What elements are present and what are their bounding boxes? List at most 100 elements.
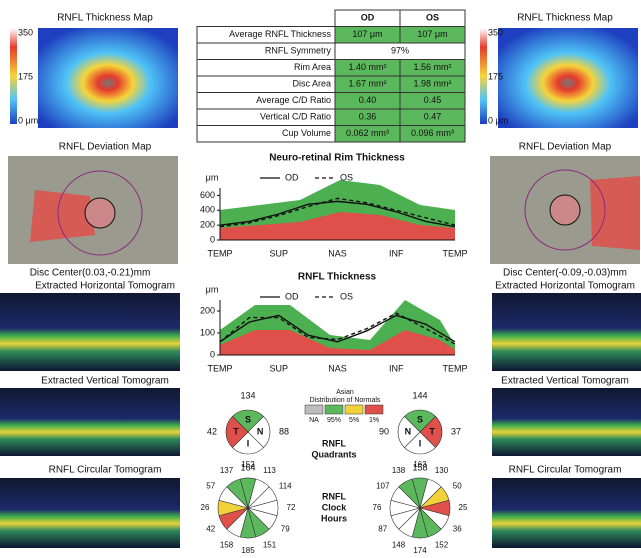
y-tick-label: 200 — [200, 305, 215, 315]
row-label: Disc Area — [292, 79, 331, 89]
thickness-map — [498, 28, 638, 128]
y-tick-label: 400 — [200, 205, 215, 215]
cell-value: 0.47 — [424, 112, 442, 122]
sector-value: 36 — [453, 525, 462, 534]
row-label: RNFL Symmetry — [265, 46, 332, 56]
sector-name: S — [245, 414, 251, 424]
cell-value: 0.36 — [359, 112, 377, 122]
legend-title: Asian — [336, 389, 354, 396]
scale-label: 175 — [488, 71, 503, 81]
section-title: Extracted Horizontal Tomogram — [35, 281, 175, 292]
scale-label: 350 — [18, 27, 33, 37]
x-tick-label: SUP — [269, 363, 288, 373]
scale-label: 175 — [18, 71, 33, 81]
sector-value: 37 — [451, 426, 461, 436]
cell-value: 0.062 mm³ — [346, 128, 389, 138]
sector-value: 134 — [240, 390, 255, 400]
scale-label: 0 μm — [18, 115, 38, 125]
column-header: OD — [361, 13, 375, 23]
cell-value: 1.56 mm² — [413, 62, 451, 72]
disc-center: Disc Center(0.03,-0.21)mm — [30, 268, 151, 279]
page: {"left_eye": {"thickness_map": {"title":… — [0, 0, 641, 558]
sector-value: 151 — [263, 540, 277, 549]
axis-unit: μm — [206, 284, 219, 294]
vertical-tomogram — [0, 388, 180, 456]
row-label: Average C/D Ratio — [256, 95, 331, 105]
x-tick-label: INF — [389, 363, 404, 373]
y-tick-label: 100 — [200, 327, 215, 337]
sector-value: 174 — [413, 546, 427, 555]
sector-value: 72 — [287, 503, 296, 512]
legend-swatch — [345, 405, 363, 414]
x-tick-label: INF — [389, 248, 404, 258]
horizontal-tomogram — [492, 293, 641, 371]
legend-label: OD — [285, 291, 299, 301]
legend-label: 95% — [327, 417, 341, 424]
sector-value: 25 — [459, 503, 468, 512]
cell-value: 97% — [391, 46, 409, 56]
sector-value: 79 — [281, 525, 290, 534]
disc — [85, 198, 115, 228]
y-tick-label: 0 — [210, 349, 215, 359]
column-header: OS — [426, 13, 439, 23]
row-label: Rim Area — [294, 62, 331, 72]
disc-center: Disc Center(-0.09,-0.03)mm — [503, 268, 627, 279]
sector-value: 148 — [392, 540, 406, 549]
legend-label: OD — [285, 172, 299, 182]
vertical-tomogram — [492, 388, 641, 456]
horizontal-tomogram — [0, 293, 180, 371]
circular-tomogram — [492, 478, 641, 548]
y-tick-label: 600 — [200, 190, 215, 200]
legend-label: OS — [340, 291, 353, 301]
scale-label: 350 — [488, 27, 503, 37]
section-title: Extracted Vertical Tomogram — [41, 376, 169, 387]
cell-value: 0.40 — [359, 95, 377, 105]
y-tick-label: 200 — [200, 220, 215, 230]
sector-name: N — [257, 426, 264, 436]
section-label: RNFL — [322, 491, 346, 501]
cell-value: 1.67 mm² — [348, 79, 386, 89]
sector-name: S — [417, 414, 423, 424]
legend-label: NA — [309, 417, 319, 424]
sector-value: 90 — [379, 426, 389, 436]
legend-title: Distribution of Normals — [310, 397, 381, 404]
x-tick-label: TEMP — [442, 248, 467, 258]
legend-label: 1% — [369, 417, 379, 424]
sector-value: 138 — [392, 466, 406, 475]
row-label: Cup Volume — [282, 128, 331, 138]
x-tick-label: TEMP — [207, 248, 232, 258]
sector-name: N — [405, 426, 412, 436]
cell-value: 1.98 mm² — [413, 79, 451, 89]
thickness-map — [38, 28, 178, 128]
section-title: RNFL Deviation Map — [59, 142, 152, 153]
section-title: RNFL Circular Tomogram — [49, 465, 162, 476]
cell-value: 0.096 mm³ — [411, 128, 454, 138]
section-label: Quadrants — [311, 449, 356, 459]
sector-value: 152 — [435, 540, 449, 549]
sector-value: 87 — [378, 525, 387, 534]
chart-title: Neuro-retinal Rim Thickness — [269, 153, 405, 164]
section-title: RNFL Deviation Map — [519, 142, 612, 153]
section-title: Extracted Vertical Tomogram — [501, 376, 629, 387]
y-tick-label: 0 — [210, 234, 215, 244]
scale-label: 0 μm — [488, 115, 508, 125]
circular-tomogram — [0, 478, 180, 548]
row-label: Vertical C/D Ratio — [260, 112, 331, 122]
section-label: Clock — [322, 502, 348, 512]
sector-value: 57 — [206, 482, 215, 491]
legend-label: 5% — [349, 417, 359, 424]
sector-value: 163 — [413, 460, 427, 469]
section-title: RNFL Circular Tomogram — [509, 465, 622, 476]
sector-value: 152 — [241, 460, 255, 469]
legend-swatch — [365, 405, 383, 414]
color-scale — [10, 28, 17, 124]
color-scale — [480, 28, 487, 124]
section-label: RNFL — [322, 438, 346, 448]
section-title: RNFL Thickness Map — [517, 13, 613, 24]
sector-value: 130 — [435, 466, 449, 475]
disc — [550, 195, 580, 225]
legend-swatch — [325, 405, 343, 414]
x-tick-label: NAS — [328, 363, 347, 373]
report: RNFL Thickness Map 350 175 0 μm RNFL Deviati… — [0, 0, 641, 558]
x-tick-label: NAS — [328, 248, 347, 258]
